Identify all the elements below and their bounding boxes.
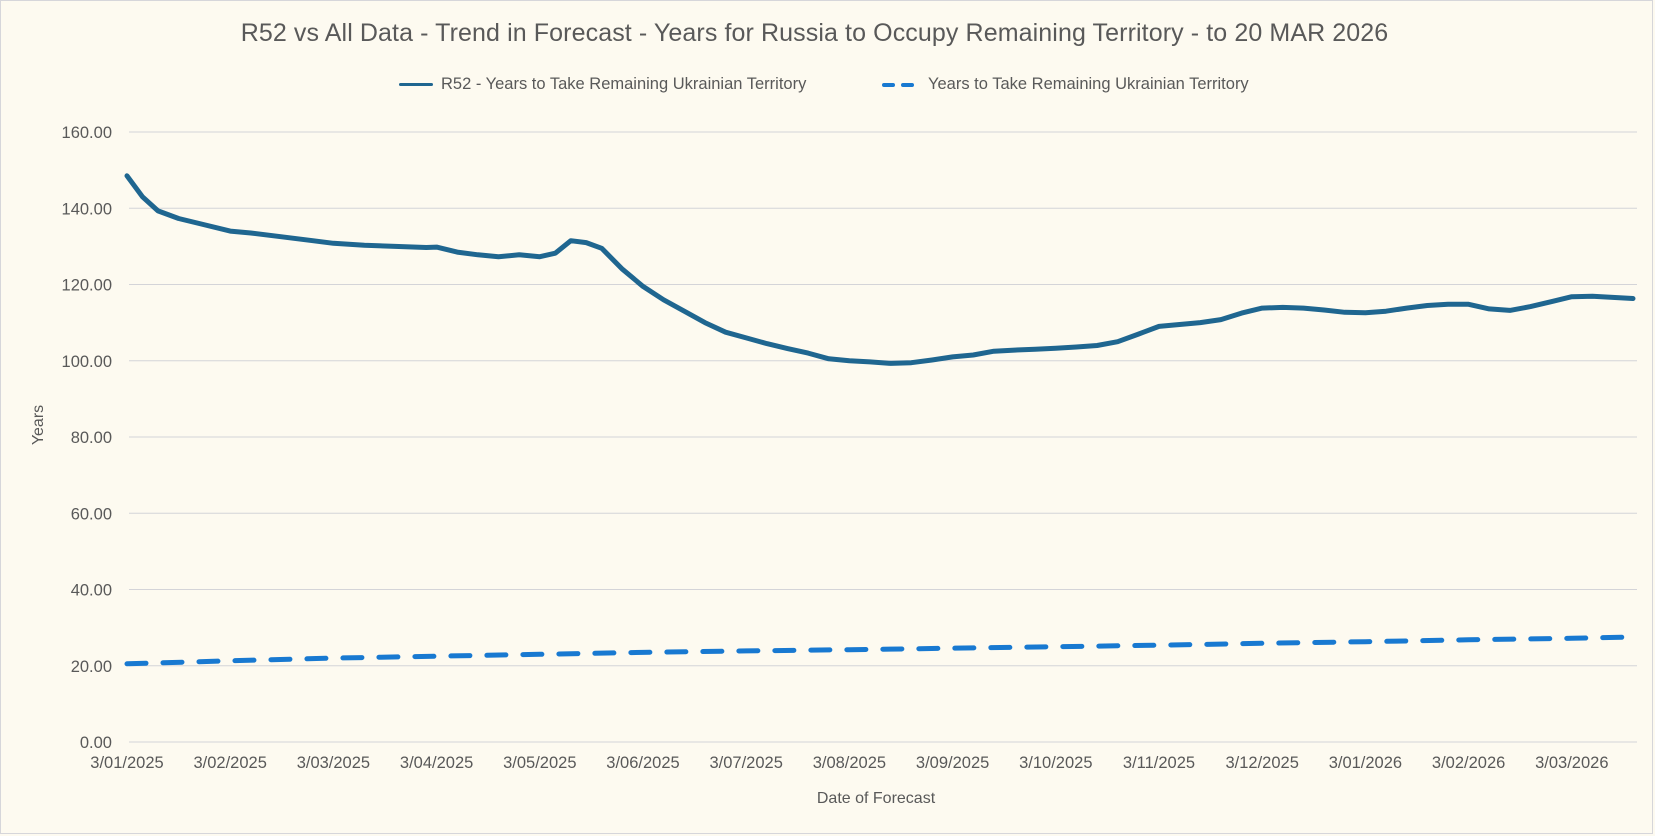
svg-text:3/11/2025: 3/11/2025 <box>1123 754 1195 772</box>
svg-text:60.00: 60.00 <box>71 505 112 523</box>
svg-text:3/02/2026: 3/02/2026 <box>1432 754 1505 772</box>
svg-text:3/01/2025: 3/01/2025 <box>90 754 163 772</box>
svg-text:120.00: 120.00 <box>62 277 112 295</box>
svg-text:3/06/2025: 3/06/2025 <box>606 754 679 772</box>
svg-text:3/12/2025: 3/12/2025 <box>1225 754 1298 772</box>
svg-text:40.00: 40.00 <box>71 582 112 600</box>
svg-text:3/01/2026: 3/01/2026 <box>1329 754 1402 772</box>
svg-text:3/08/2025: 3/08/2025 <box>813 754 886 772</box>
svg-text:3/07/2025: 3/07/2025 <box>709 754 782 772</box>
svg-text:3/04/2025: 3/04/2025 <box>400 754 473 772</box>
svg-text:160.00: 160.00 <box>62 124 112 142</box>
svg-text:3/09/2025: 3/09/2025 <box>916 754 989 772</box>
svg-text:Years: Years <box>30 405 47 445</box>
svg-text:20.00: 20.00 <box>71 658 112 676</box>
svg-text:3/05/2025: 3/05/2025 <box>503 754 576 772</box>
svg-text:0.00: 0.00 <box>80 734 112 752</box>
svg-text:80.00: 80.00 <box>71 429 112 447</box>
svg-text:3/10/2025: 3/10/2025 <box>1019 754 1092 772</box>
svg-text:3/03/2026: 3/03/2026 <box>1535 754 1608 772</box>
svg-text:140.00: 140.00 <box>62 200 112 218</box>
svg-text:100.00: 100.00 <box>62 353 112 371</box>
svg-text:Date of Forecast: Date of Forecast <box>817 790 936 807</box>
svg-text:3/02/2025: 3/02/2025 <box>193 754 266 772</box>
svg-text:3/03/2025: 3/03/2025 <box>297 754 370 772</box>
